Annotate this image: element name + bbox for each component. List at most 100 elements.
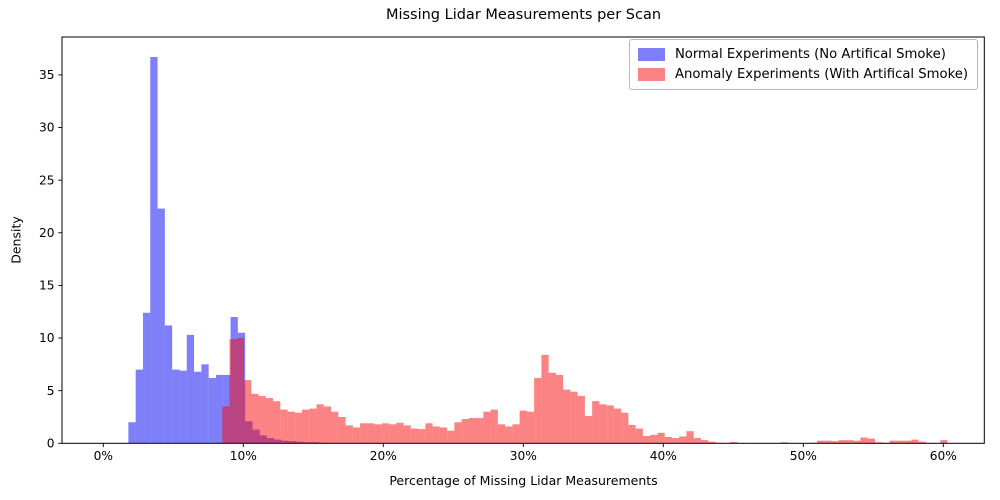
- histogram-bar: [686, 431, 694, 444]
- histogram-bar: [555, 374, 564, 444]
- histogram-bar: [650, 434, 658, 444]
- histogram-bar: [642, 435, 651, 444]
- histogram-bar: [541, 354, 549, 444]
- histogram-bar: [599, 404, 607, 444]
- legend: Normal Experiments (No Artifical Smoke) …: [628, 39, 978, 90]
- histogram-bar: [584, 415, 593, 444]
- histogram-bar: [577, 395, 585, 444]
- histogram-bar: [845, 440, 854, 444]
- histogram-bar: [940, 440, 948, 444]
- histogram-bar: [164, 325, 173, 444]
- histogram-bar: [331, 411, 339, 444]
- histogram-bar: [708, 441, 716, 444]
- y-tick-label: 15: [39, 279, 55, 293]
- histogram-bar: [302, 409, 310, 444]
- y-tick-label: 25: [39, 173, 55, 187]
- legend-label-anomaly: Anomaly Experiments (With Artifical Smok…: [674, 67, 968, 82]
- histogram-bar: [679, 436, 687, 444]
- histogram-bar: [244, 380, 252, 444]
- histogram-bar: [534, 378, 542, 444]
- histogram-bar: [468, 418, 477, 444]
- legend-item-anomaly: Anomaly Experiments (With Artifical Smok…: [637, 67, 968, 82]
- histogram-bar: [229, 339, 237, 444]
- histogram-bar: [150, 57, 158, 444]
- histogram-bar: [693, 438, 701, 444]
- x-tick-label: 50%: [790, 449, 817, 463]
- histogram-bar: [505, 426, 513, 444]
- histogram-bar: [635, 428, 643, 444]
- histogram-bar: [621, 412, 629, 444]
- histogram-bar: [628, 424, 636, 444]
- histogram-bar: [867, 438, 875, 444]
- histogram-bar: [512, 424, 520, 444]
- histogram-bar: [671, 438, 680, 444]
- histogram-bar: [258, 395, 266, 444]
- histogram-bar: [345, 425, 353, 444]
- x-tick-label: 20%: [370, 449, 397, 463]
- y-tick-label: 5: [47, 384, 55, 398]
- histogram-bar: [860, 437, 868, 444]
- histogram-bar: [389, 424, 397, 444]
- histogram-bar: [657, 432, 665, 444]
- histogram-bar: [490, 409, 498, 444]
- histogram-bar: [519, 410, 527, 444]
- histogram-bar: [236, 338, 245, 444]
- histogram-bar: [352, 427, 361, 444]
- histogram-bar: [526, 411, 535, 444]
- x-tick-label: 40%: [650, 449, 677, 463]
- histogram-bar: [316, 404, 324, 444]
- histogram-bar: [447, 430, 455, 444]
- histogram-bar: [294, 412, 303, 444]
- legend-swatch-anomaly-icon: [637, 68, 665, 81]
- histogram-bar: [381, 423, 390, 444]
- histogram-bar: [215, 374, 224, 444]
- histogram-bar: [403, 425, 411, 444]
- histogram-bar: [780, 442, 788, 444]
- histogram-bar: [265, 398, 274, 444]
- histogram-bar: [896, 440, 904, 444]
- x-axis-label: Percentage of Missing Lidar Measurements: [389, 473, 658, 488]
- histogram-bar: [853, 440, 861, 444]
- histogram-bar: [570, 391, 578, 444]
- histogram-bar: [439, 427, 448, 444]
- histogram-bar: [142, 312, 151, 444]
- y-tick-label: 35: [39, 68, 55, 82]
- histogram-bar: [606, 405, 614, 444]
- histogram-bar: [824, 440, 832, 444]
- x-tick-label: 10%: [230, 449, 257, 463]
- histogram-bar: [476, 418, 484, 444]
- histogram-bar: [194, 371, 202, 444]
- histogram-bar: [418, 429, 426, 444]
- histogram-bar: [410, 428, 419, 444]
- histogram-bar: [179, 370, 187, 444]
- histogram-bar: [374, 424, 382, 444]
- legend-item-normal: Normal Experiments (No Artifical Smoke): [637, 47, 968, 62]
- chart-title: Missing Lidar Measurements per Scan: [385, 7, 662, 23]
- histogram-bar: [831, 441, 839, 444]
- histogram-bar: [918, 441, 926, 444]
- histogram-bar: [816, 440, 825, 444]
- histogram-bar: [729, 442, 738, 444]
- histogram-bar: [287, 411, 295, 444]
- histogram-bar: [903, 440, 912, 444]
- histogram-bar: [172, 369, 180, 444]
- y-tick-label: 30: [39, 121, 55, 135]
- histogram-bar: [186, 334, 195, 444]
- histogram-bar: [613, 408, 622, 444]
- histogram-bar: [563, 389, 571, 444]
- histogram-bar: [700, 440, 709, 444]
- histogram-bar: [222, 406, 230, 444]
- histogram-bar: [323, 406, 332, 444]
- histogram-bar: [201, 364, 209, 444]
- x-tick-label: 60%: [930, 449, 957, 463]
- histogram-bar: [432, 426, 440, 444]
- histogram-bar: [396, 422, 404, 444]
- histogram-bar: [273, 401, 281, 444]
- legend-label-normal: Normal Experiments (No Artifical Smoke): [674, 47, 946, 62]
- y-tick-label: 10: [39, 331, 55, 345]
- histogram-bar: [128, 422, 136, 444]
- histogram-bar: [664, 436, 672, 444]
- histogram-bar: [497, 424, 506, 444]
- y-tick-label: 20: [39, 226, 55, 240]
